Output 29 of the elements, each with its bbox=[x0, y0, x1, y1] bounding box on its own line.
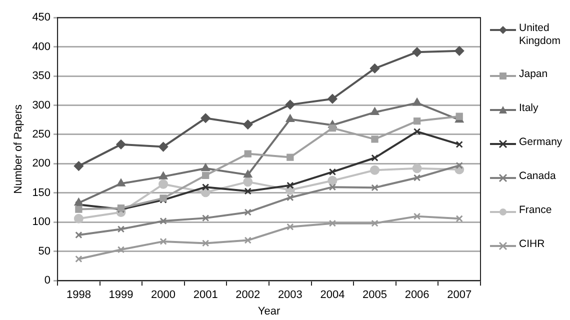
x-tick-label: 2003 bbox=[278, 289, 302, 302]
legend-label: France bbox=[519, 204, 553, 217]
y-tick-label: 400 bbox=[32, 40, 51, 53]
y-tick-label: 50 bbox=[38, 245, 51, 258]
x-tick-label: 1998 bbox=[66, 289, 91, 302]
x-tick-label: 2005 bbox=[362, 289, 388, 302]
y-tick-label: 300 bbox=[32, 99, 51, 112]
y-tick-label: 100 bbox=[32, 216, 51, 228]
x-tick-label: 2001 bbox=[193, 289, 218, 302]
y-tick-label: 150 bbox=[32, 186, 51, 199]
legend-label: Canada bbox=[519, 170, 557, 183]
legend-label: Germany bbox=[519, 136, 564, 149]
x-tick-label: 2007 bbox=[447, 289, 472, 302]
y-tick-label: 350 bbox=[32, 70, 51, 82]
y-axis-title: Number of Papers bbox=[12, 104, 25, 194]
legend-label: CIHR bbox=[519, 238, 546, 251]
x-tick-label: 2004 bbox=[320, 289, 345, 302]
y-tick-label: 200 bbox=[32, 158, 51, 170]
legend-label: Italy bbox=[519, 102, 540, 115]
x-tick-label: 2006 bbox=[404, 289, 430, 302]
legend-label: United Kingdom bbox=[519, 22, 562, 48]
legend-label: Japan bbox=[519, 68, 549, 81]
x-tick-label: 2002 bbox=[236, 289, 260, 302]
y-tick-label: 450 bbox=[32, 12, 51, 24]
y-tick-label: 250 bbox=[32, 128, 51, 141]
x-tick-label: 1999 bbox=[108, 289, 134, 302]
x-tick-label: 2000 bbox=[151, 289, 176, 302]
y-tick-label: 0 bbox=[44, 274, 51, 287]
x-axis-title: Year bbox=[258, 305, 280, 318]
